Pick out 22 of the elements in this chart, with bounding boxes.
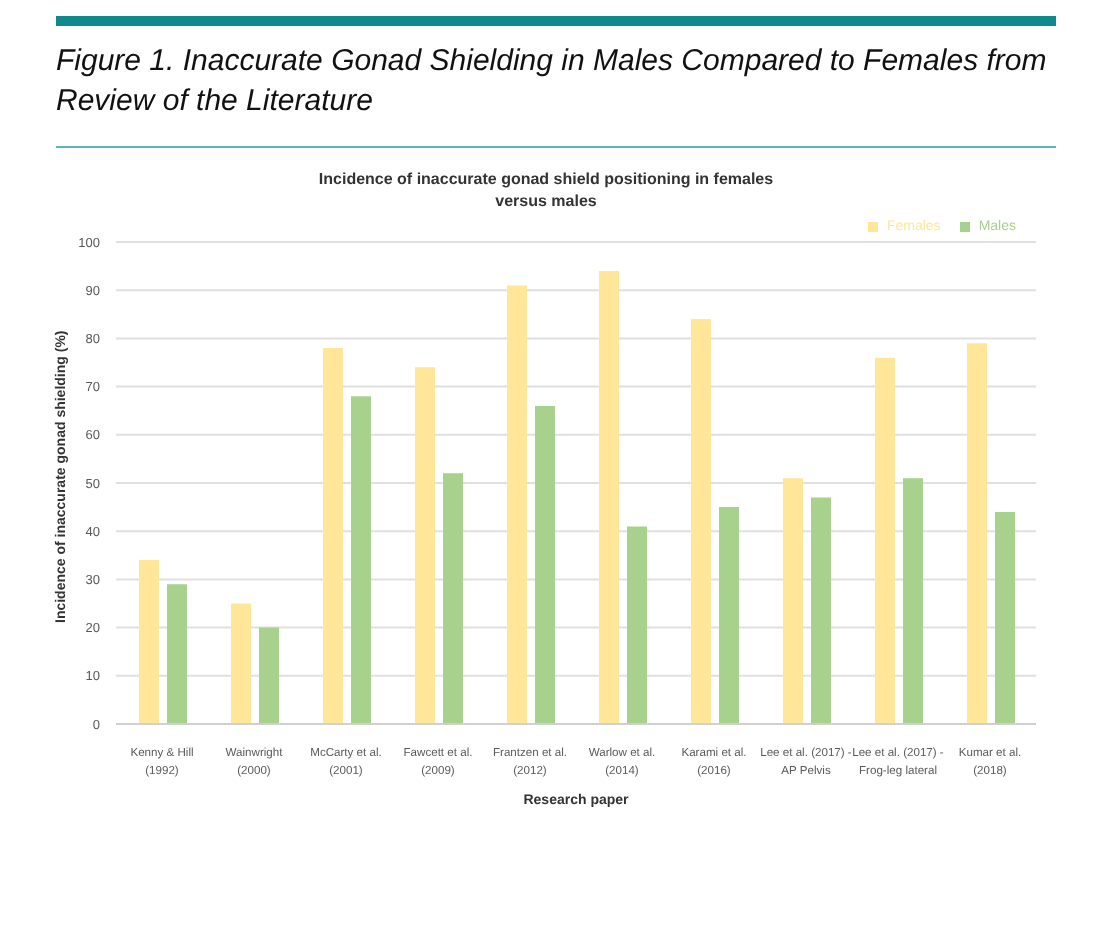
chart-subtitle: Incidence of inaccurate gonad shield positioning in females versus males xyxy=(316,168,776,212)
bar xyxy=(995,511,1015,724)
chart-title: Figure 1. Inaccurate Gonad Shielding in Males Compared to Females from Review of the Literature xyxy=(56,44,1047,118)
bar xyxy=(967,343,987,724)
bar xyxy=(167,584,187,724)
bar xyxy=(783,478,803,724)
bar xyxy=(903,478,923,724)
bar xyxy=(719,507,739,724)
bar xyxy=(691,319,711,724)
bar xyxy=(323,348,343,724)
bar xyxy=(415,367,435,724)
bar xyxy=(535,405,555,724)
bar xyxy=(351,396,371,724)
bar xyxy=(599,270,619,724)
bar xyxy=(627,526,647,724)
bar xyxy=(811,497,831,724)
bar xyxy=(443,473,463,724)
bar xyxy=(875,357,895,724)
bar xyxy=(259,627,279,724)
bar xyxy=(139,560,159,724)
bar xyxy=(507,285,527,724)
bar xyxy=(231,603,251,724)
